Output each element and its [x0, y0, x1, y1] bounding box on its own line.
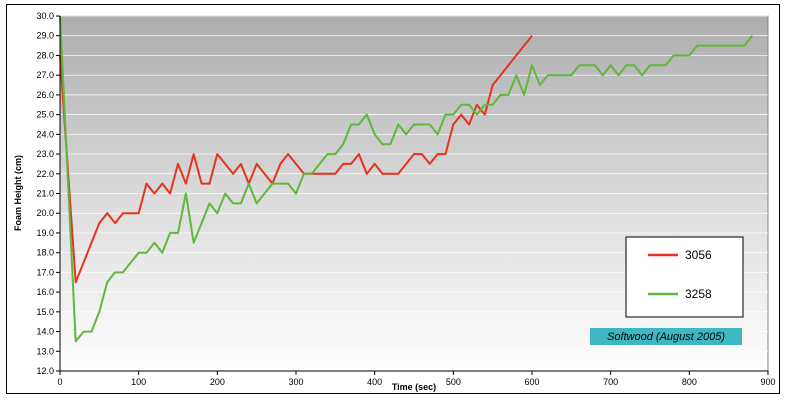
x-tick-labels: 0 100 200 300 400 500 600 700 800 900	[57, 371, 776, 387]
x-tick-label: 900	[760, 377, 775, 387]
y-axis-title: Foam Height (cm)	[13, 155, 23, 231]
y-tick-label: 29.0	[36, 31, 54, 41]
annotation-box	[590, 328, 742, 345]
y-tick-label: 17.0	[36, 267, 54, 277]
x-tick-label: 600	[524, 377, 539, 387]
legend-label-3056: 3056	[685, 248, 712, 262]
y-tick-label: 23.0	[36, 149, 54, 159]
x-tick-label: 300	[288, 377, 303, 387]
y-tick-labels: 12.0 13.0 14.0 15.0 16.0 17.0 18.0 19.0 20.0 21.0…	[36, 11, 60, 376]
x-tick-label: 0	[57, 377, 62, 387]
x-tick-label: 700	[603, 377, 618, 387]
y-tick-label: 14.0	[36, 327, 54, 337]
x-tick-label: 500	[446, 377, 461, 387]
series-line-3056	[59, 35, 533, 284]
y-tick-label: 24.0	[36, 129, 54, 139]
y-tick-label: 27.0	[36, 70, 54, 80]
series-layer	[59, 15, 754, 343]
chart-frame: 0 100 200 300 400 500 600 700 800 900 12.0 13.0 14.…	[6, 4, 780, 394]
annotation-text: Softwood (August 2005)	[607, 331, 725, 343]
x-tick-label: 800	[682, 377, 697, 387]
y-tick-label: 20.0	[36, 208, 54, 218]
y-tick-label: 28.0	[36, 50, 54, 60]
y-tick-label: 22.0	[36, 169, 54, 179]
y-tick-label: 18.0	[36, 248, 54, 258]
series-line-3258	[59, 15, 754, 343]
y-tick-label: 19.0	[36, 228, 54, 238]
x-axis-title: Time (sec)	[392, 382, 436, 392]
x-tick-label: 200	[210, 377, 225, 387]
y-tick-label: 12.0	[36, 366, 54, 376]
legend-box	[625, 236, 744, 318]
legend-label-3258: 3258	[685, 287, 712, 301]
x-tick-label: 100	[131, 377, 146, 387]
y-tick-label: 15.0	[36, 307, 54, 317]
annotation: Softwood (August 2005)	[590, 328, 742, 345]
x-tick-label: 400	[367, 377, 382, 387]
y-tick-label: 16.0	[36, 287, 54, 297]
legend: 3056 3258	[625, 236, 744, 318]
y-tick-label: 13.0	[36, 346, 54, 356]
y-tick-label: 25.0	[36, 110, 54, 120]
y-tick-label: 21.0	[36, 189, 54, 199]
y-tick-label: 30.0	[36, 11, 54, 21]
y-tick-label: 26.0	[36, 90, 54, 100]
foam-height-chart: 0 100 200 300 400 500 600 700 800 900 12.0 13.0 14.…	[13, 11, 776, 392]
